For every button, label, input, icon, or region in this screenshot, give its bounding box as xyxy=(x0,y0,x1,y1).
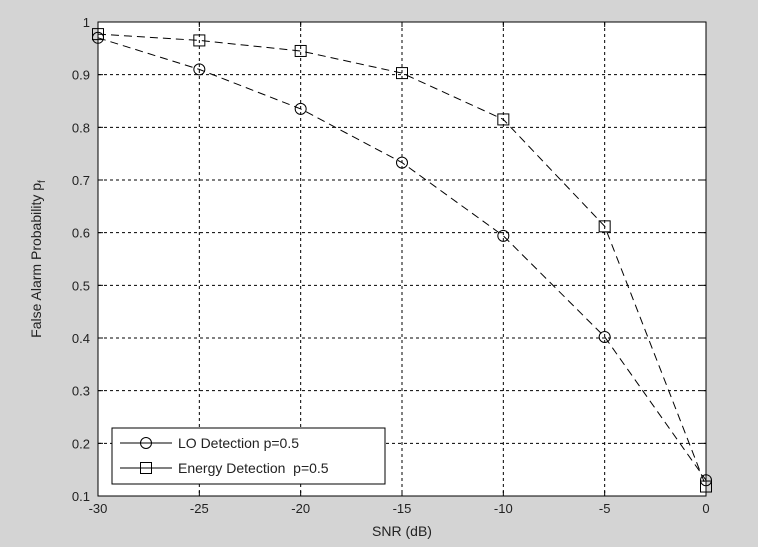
y-axis-label: False Alarm Probability pf xyxy=(28,180,48,338)
legend-label: Energy Detection p=0.5 xyxy=(178,460,329,476)
data-point-square xyxy=(497,113,510,126)
data-point-square xyxy=(294,44,307,57)
y-axis-label-main: False Alarm Probability p xyxy=(28,183,44,338)
legend-label: LO Detection p=0.5 xyxy=(178,435,299,451)
data-point-circle xyxy=(497,229,510,242)
y-tick-label: 0.3 xyxy=(72,384,90,399)
legend: LO Detection p=0.5 Energy Detection p=0.5 xyxy=(111,427,386,485)
y-tick-label: 0.9 xyxy=(72,68,90,83)
legend-marker-circle xyxy=(140,437,152,449)
x-tick-label: -20 xyxy=(291,501,310,516)
series-line xyxy=(97,33,707,487)
data-point-circle xyxy=(294,102,307,115)
y-tick-label: 0.4 xyxy=(72,331,90,346)
x-tick-label: -10 xyxy=(494,501,513,516)
data-point-circle xyxy=(193,63,206,76)
x-tick-label: -25 xyxy=(190,501,209,516)
x-axis-label: SNR (dB) xyxy=(372,523,432,539)
y-tick-label: 0.5 xyxy=(72,278,90,293)
data-point-circle xyxy=(598,330,611,343)
y-tick-label: 0.2 xyxy=(72,436,90,451)
y-tick-label: 0.6 xyxy=(72,226,90,241)
y-axis-label-subscript: f xyxy=(37,180,48,183)
x-tick-label: -30 xyxy=(89,501,108,516)
x-tick-label: 0 xyxy=(702,501,709,516)
series-line xyxy=(97,37,707,481)
axis-ticks: -30 -25 -20 -15 -10 -5 0 0.1 0.2 0.3 0.4 0.5 0.6 0.7 0… xyxy=(72,15,710,516)
data-point-circle xyxy=(396,156,408,169)
data-point-square xyxy=(396,67,408,80)
x-tick-label: -5 xyxy=(599,501,611,516)
grid-lines xyxy=(98,22,706,496)
y-tick-label: 1 xyxy=(83,15,90,30)
y-tick-label: 0.8 xyxy=(72,120,90,135)
legend-box xyxy=(111,427,386,485)
legend-marker-square xyxy=(140,462,152,474)
y-tick-label: 0.1 xyxy=(72,489,90,504)
x-tick-label: -15 xyxy=(393,501,412,516)
y-tick-label: 0.7 xyxy=(72,173,90,188)
data-point-square xyxy=(193,34,206,47)
data-point-square xyxy=(598,220,611,233)
